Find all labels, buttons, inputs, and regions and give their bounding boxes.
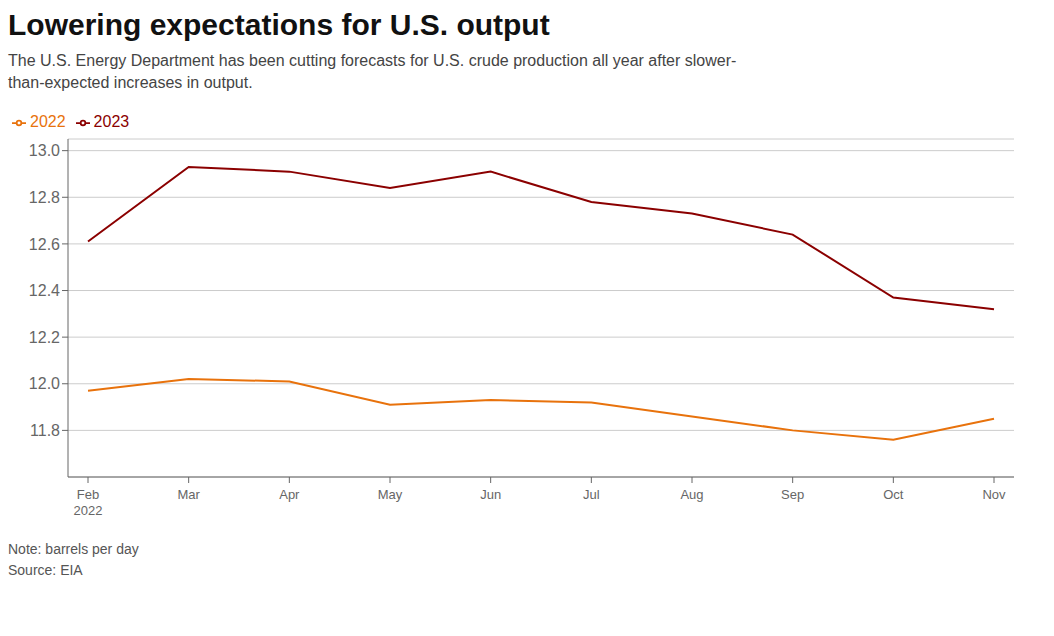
html-text:2022: 2022	[30, 112, 66, 130]
html-text:Source: EIA: Source: EIA	[8, 561, 83, 578]
svg-text:Sep: Sep	[781, 487, 804, 502]
svg-text:Aug: Aug	[680, 487, 703, 502]
svg-text:12.2: 12.2	[29, 329, 60, 346]
html-text:Note: barrels per day: Note: barrels per day	[8, 540, 139, 557]
html-text:2023: 2023	[93, 112, 130, 130]
svg-text:Jun: Jun	[480, 487, 501, 502]
svg-text:Mar: Mar	[177, 487, 200, 502]
svg-text:11.8: 11.8	[30, 422, 60, 439]
svg-text:Apr: Apr	[279, 487, 300, 502]
svg-text:13.0: 13.0	[29, 142, 60, 159]
svg-text:12.6: 12.6	[29, 235, 60, 252]
svg-text:12.4: 12.4	[29, 282, 60, 299]
svg-text:May: May	[378, 487, 403, 502]
svg-text:Feb2022: Feb2022	[74, 487, 103, 518]
html-text:Lowering expectations for U.S.: Lowering expectations for U.S. output	[8, 8, 550, 41]
html-text:than-expected increases in out: than-expected increases in output.	[8, 74, 253, 92]
html-text:The U.S. Energy Department has: The U.S. Energy Department has been cutt…	[8, 52, 737, 69]
svg-text:12.0: 12.0	[29, 375, 60, 392]
svg-text:12.8: 12.8	[29, 189, 60, 206]
svg-text:Nov: Nov	[982, 487, 1006, 502]
svg-text:Jul: Jul	[583, 487, 600, 502]
svg-text:Oct: Oct	[883, 487, 904, 502]
